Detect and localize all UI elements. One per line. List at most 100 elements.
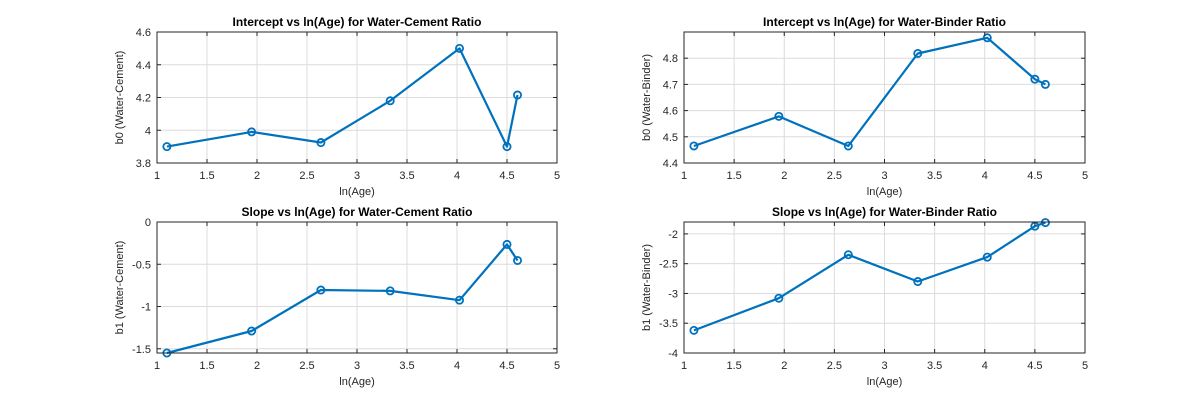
x-tick-label: 2.5: [827, 170, 842, 182]
data-point: [454, 295, 464, 305]
data-point: [385, 96, 395, 106]
y-tick-label: -2: [668, 229, 678, 241]
y-tick-label: 4.8: [663, 53, 678, 65]
data-point: [913, 277, 923, 287]
data-point: [502, 239, 512, 249]
series-line: [693, 36, 1046, 148]
data-point: [843, 141, 853, 151]
x-tick-label: 3.5: [399, 360, 414, 372]
y-tick-label: 0: [145, 217, 151, 229]
series-line: [166, 243, 519, 355]
x-tick-label: 2: [254, 360, 260, 372]
x-tick-label: 4: [982, 360, 988, 372]
y-tick-label: -1: [141, 302, 151, 314]
x-tick-label: 3.5: [927, 360, 942, 372]
chart-2: 1 1.5 2 2.5 3 3.5 4 4.5 5 4.4 4.5 4.6 4.7 4.8 Intercep…: [641, 15, 1088, 198]
x-tick-label: 2.5: [827, 360, 842, 372]
data-point: [513, 90, 523, 100]
y-tick-label: 4.2: [136, 93, 151, 105]
chart-4: 1 1.5 2 2.5 3 3.5 4 4.5 5 -4 -3.5 -3 -2.5 -2 Slope vs …: [641, 205, 1088, 388]
y-axis-label: b1 (Water-Cement): [114, 241, 126, 335]
x-tick-label: 4: [454, 170, 460, 182]
x-tick-label: 4: [982, 170, 988, 182]
y-tick-label: 4.7: [663, 79, 678, 91]
data-point: [1040, 79, 1050, 89]
y-axis-label: b0 (Water-Cement): [114, 51, 126, 145]
data-point: [502, 142, 512, 152]
data-point: [316, 138, 326, 148]
x-tick-label: 4.5: [1027, 360, 1042, 372]
x-tick-label: 1: [681, 170, 687, 182]
x-tick-label: 5: [1082, 360, 1088, 372]
x-tick-label: 1.5: [726, 360, 741, 372]
data-point: [316, 285, 326, 295]
data-point: [843, 250, 853, 260]
chart-3: 1 1.5 2 2.5 3 3.5 4 4.5 5 -1.5 -1 -0.5 0 Slope vs ln(…: [114, 205, 560, 388]
chart-1: 1 1.5 2 2.5 3 3.5 4 4.5 5 3.8 4 4.2 4.4 4.6 Intercept …: [114, 15, 560, 198]
data-point: [774, 111, 784, 121]
y-tick-label: 4.5: [663, 132, 678, 144]
y-tick-label: -3.5: [659, 318, 678, 330]
data-point: [247, 326, 257, 336]
y-tick-label: -2.5: [659, 259, 678, 271]
x-tick-label: 3: [354, 170, 360, 182]
y-axis-label: b0 (Water-Binder): [641, 54, 653, 141]
x-tick-label: 3: [354, 360, 360, 372]
y-tick-label: -4: [668, 348, 678, 360]
x-tick-label: 1.5: [199, 170, 214, 182]
y-tick-label: -1.5: [132, 344, 151, 356]
x-tick-label: 4.5: [1027, 170, 1042, 182]
y-tick-label: 4.6: [136, 27, 151, 39]
x-tick-label: 1.5: [199, 360, 214, 372]
y-tick-label: 4.4: [663, 158, 678, 170]
x-tick-label: 3.5: [927, 170, 942, 182]
x-tick-label: 4.5: [499, 170, 514, 182]
data-point: [1030, 74, 1040, 84]
x-tick-label: 2: [781, 360, 787, 372]
x-tick-label: 5: [554, 360, 560, 372]
x-tick-label: 2.5: [299, 360, 314, 372]
data-point: [162, 142, 172, 152]
x-tick-label: 2.5: [299, 170, 314, 182]
data-point: [774, 293, 784, 303]
x-tick-label: 1: [154, 360, 160, 372]
y-tick-label: 4.6: [663, 106, 678, 118]
x-tick-label: 1: [154, 170, 160, 182]
y-tick-label: 3.8: [136, 158, 151, 170]
x-tick-label: 1: [681, 360, 687, 372]
data-point: [454, 43, 464, 53]
x-axis-label: ln(Age): [339, 376, 374, 388]
data-point: [385, 286, 395, 296]
x-axis-label: ln(Age): [867, 186, 902, 198]
y-tick-label: -3: [668, 288, 678, 300]
data-point: [689, 325, 699, 335]
x-tick-label: 3: [881, 360, 887, 372]
x-axis-label: ln(Age): [339, 186, 374, 198]
x-axis-label: ln(Age): [867, 376, 902, 388]
x-tick-label: 3: [881, 170, 887, 182]
data-point: [982, 252, 992, 262]
chart-title: Slope vs ln(Age) for Water-Cement Ratio: [242, 205, 473, 219]
data-point: [1040, 218, 1050, 228]
y-tick-label: 4: [145, 125, 151, 137]
data-point: [247, 127, 257, 137]
x-tick-label: 1.5: [726, 170, 741, 182]
x-tick-label: 5: [554, 170, 560, 182]
data-point: [689, 141, 699, 151]
data-point: [982, 33, 992, 43]
y-axis-label: b1 (Water-Binder): [641, 244, 653, 331]
y-tick-label: 4.4: [136, 60, 151, 72]
x-tick-label: 2: [781, 170, 787, 182]
data-point: [913, 48, 923, 58]
x-tick-label: 2: [254, 170, 260, 182]
chart-title: Intercept vs ln(Age) for Water-Binder Ra…: [763, 15, 1006, 29]
y-tick-label: -0.5: [132, 259, 151, 271]
x-tick-label: 4: [454, 360, 460, 372]
series-line: [166, 47, 519, 148]
x-tick-label: 3.5: [399, 170, 414, 182]
chart-title: Intercept vs ln(Age) for Water-Cement Ra…: [233, 15, 482, 29]
x-tick-label: 5: [1082, 170, 1088, 182]
data-point: [513, 255, 523, 265]
series-line: [693, 221, 1046, 332]
